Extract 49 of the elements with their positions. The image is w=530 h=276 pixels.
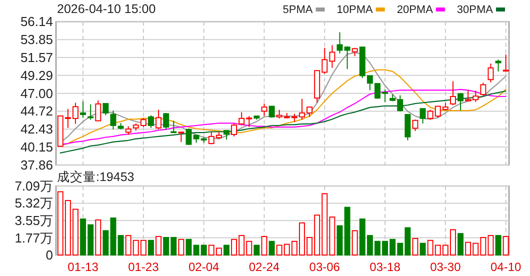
bar [420, 242, 426, 256]
x-tick-label: 03-18 [370, 260, 401, 274]
x-tick-label: 01-23 [128, 260, 160, 274]
candlestick [336, 32, 343, 54]
y-tick-label: 44.72 [20, 104, 53, 119]
chart-title: 2026-04-10 15:00 [57, 2, 156, 16]
y-tick-label: 40.15 [20, 140, 53, 155]
bar [412, 238, 418, 256]
bar [186, 238, 192, 256]
legend-label: 20PMA [396, 4, 434, 16]
chart-title: 成交量:19453 [57, 169, 134, 184]
bar [118, 235, 124, 256]
y-tick-label: 49.29 [20, 68, 53, 83]
y-tick-label: 47.00 [20, 86, 53, 101]
bar [156, 236, 162, 256]
x-tick-label: 04-10 [490, 260, 522, 274]
bar [502, 236, 509, 256]
x-tick-label: 02-04 [188, 260, 220, 274]
legend-label: 30PMA [456, 4, 494, 16]
y-tick-label: 1.77万 [14, 230, 53, 246]
y-tick-label: 37.86 [20, 158, 53, 172]
bar [254, 244, 260, 256]
candlestick [488, 63, 494, 83]
bar [336, 225, 343, 256]
y-tick-label: 42.43 [20, 122, 53, 137]
x-tick-label: 02-24 [248, 260, 280, 274]
bar [261, 236, 268, 256]
bar [495, 235, 502, 256]
bar [352, 230, 358, 256]
bar [148, 240, 154, 256]
x-tick-label: 01-13 [68, 260, 99, 274]
y-tick-label: 56.14 [20, 14, 53, 30]
legend-label: 10PMA [336, 4, 374, 16]
y-tick-label: 7.09万 [14, 178, 53, 194]
bar [95, 219, 102, 256]
bar [178, 238, 184, 256]
y-tick-label: 0 [46, 248, 53, 262]
bar [268, 240, 275, 256]
line-series [60, 90, 506, 154]
y-tick-label: 5.32万 [14, 196, 53, 211]
legend-label: 5PMA [282, 4, 314, 16]
y-tick-label: 3.55万 [14, 212, 53, 228]
x-tick-label: 03-30 [430, 260, 462, 274]
x-tick-label: 03-06 [309, 260, 340, 274]
y-tick-label: 51.57 [20, 50, 53, 66]
bar [344, 206, 350, 256]
y-tick-label: 53.85 [20, 32, 53, 48]
bar [223, 244, 230, 256]
bar [458, 233, 464, 256]
